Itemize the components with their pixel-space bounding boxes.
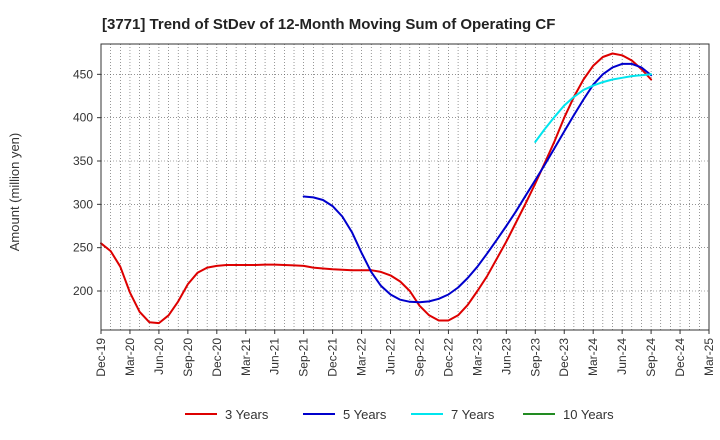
x-tick-label: Dec-21 <box>326 338 340 377</box>
y-tick-label: 450 <box>73 67 93 81</box>
x-tick-label: Sep-21 <box>297 338 311 377</box>
x-tick-label: Mar-22 <box>355 338 369 376</box>
x-tick-label: Jun-24 <box>615 338 629 375</box>
legend-label-10-years: 10 Years <box>563 407 614 422</box>
y-tick-label: 300 <box>73 197 93 211</box>
x-axis-ticks: Dec-19 Mar-20 Jun-20 Sep-20 Dec-20 Mar-21 Jun-… <box>94 330 716 377</box>
y-tick-label: 350 <box>73 154 93 168</box>
x-tick-label: Dec-20 <box>210 338 224 377</box>
y-tick-label: 200 <box>73 284 93 298</box>
x-tick-label: Jun-22 <box>384 338 398 375</box>
x-tick-label: Mar-25 <box>702 338 716 376</box>
legend-label-5-years: 5 Years <box>343 407 387 422</box>
x-tick-label: Mar-24 <box>586 338 600 376</box>
x-tick-label: Jun-23 <box>499 338 513 375</box>
chart-title: [3771] Trend of StDev of 12-Month Moving… <box>102 16 555 33</box>
series-line-7-years <box>534 73 653 143</box>
plot-frame <box>100 43 710 331</box>
y-axis-label: Amount (million yen) <box>7 133 22 252</box>
series-layer <box>100 52 653 325</box>
grid-lines <box>101 44 709 330</box>
y-tick-label: 400 <box>73 111 93 125</box>
x-tick-label: Mar-20 <box>123 338 137 376</box>
x-tick-label: Dec-24 <box>673 338 687 377</box>
x-tick-label: Dec-23 <box>557 338 571 377</box>
legend-label-7-years: 7 Years <box>451 407 495 422</box>
x-tick-label: Mar-21 <box>239 338 253 376</box>
legend: 3 Years 5 Years 7 Years 10 Years <box>185 407 614 422</box>
x-tick-label: Sep-24 <box>644 338 658 377</box>
series-line-3-years <box>100 52 653 325</box>
x-tick-label: Mar-23 <box>470 338 484 376</box>
x-tick-label: Dec-19 <box>94 338 108 377</box>
x-tick-label: Jun-21 <box>268 338 282 375</box>
legend-label-3-years: 3 Years <box>225 407 269 422</box>
y-tick-label: 250 <box>73 241 93 255</box>
x-tick-label: Jun-20 <box>152 338 166 375</box>
x-tick-label: Sep-20 <box>181 338 195 377</box>
x-tick-label: Sep-22 <box>412 338 426 377</box>
plot-area <box>101 44 709 330</box>
x-tick-label: Dec-22 <box>441 338 455 377</box>
y-axis-ticks: 200 250 300 350 400 450 <box>73 67 101 298</box>
x-tick-label: Sep-23 <box>528 338 542 377</box>
